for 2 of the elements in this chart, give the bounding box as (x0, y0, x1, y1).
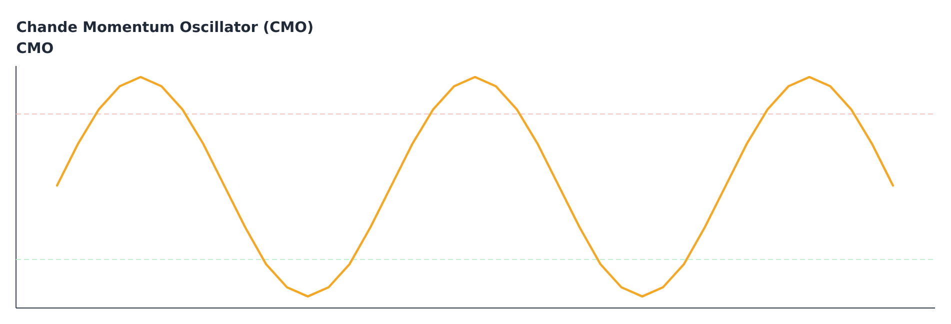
chart-title: Chande Momentum Oscillator (CMO) (16, 20, 312, 34)
chart-subtitle: CMO (16, 42, 53, 54)
